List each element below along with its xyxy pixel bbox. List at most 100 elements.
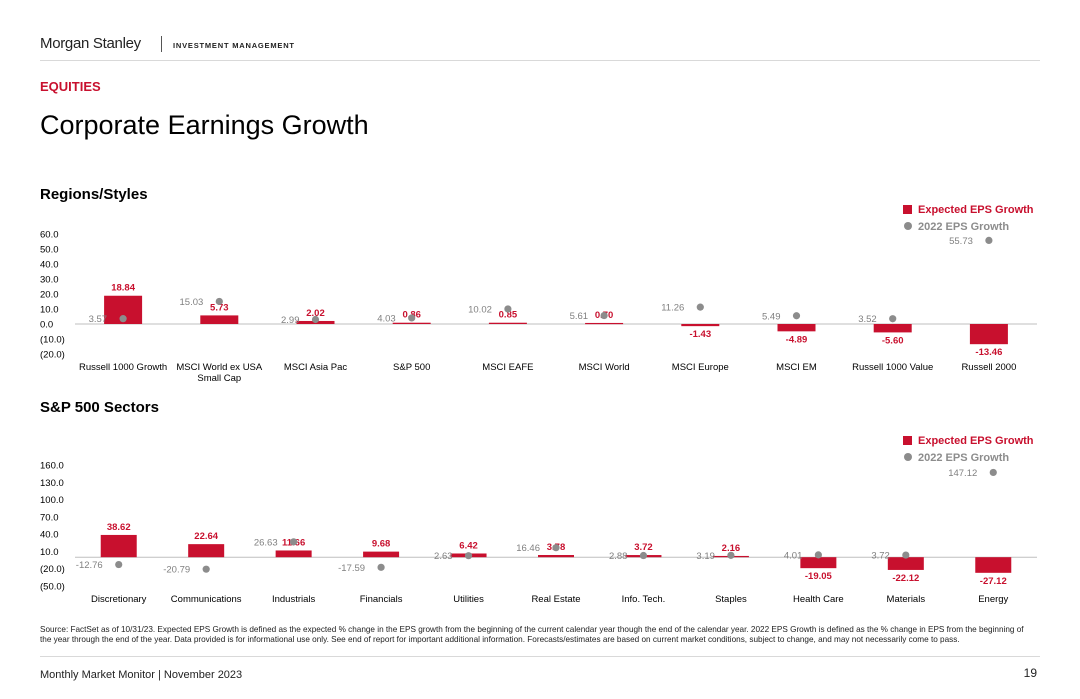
legend-label-expected: Expected EPS Growth xyxy=(918,435,1034,447)
category-label-industrials: Industrials xyxy=(272,594,316,605)
y-tick-label: 50.0 xyxy=(40,245,59,256)
bar-msci-world xyxy=(585,322,624,325)
brand-logo: Morgan Stanley xyxy=(40,35,141,52)
footer-divider xyxy=(40,656,1040,657)
dot-value-label: 11.26 xyxy=(661,303,684,314)
page-title: Corporate Earnings Growth xyxy=(40,110,369,140)
header-divider xyxy=(161,36,162,52)
dot-value-label: -12.76 xyxy=(76,560,103,571)
bar-value-label: 18.84 xyxy=(111,283,135,294)
dot-energy xyxy=(989,468,997,477)
legend-marker-2022 xyxy=(904,453,912,461)
bar-communications xyxy=(188,544,225,558)
source-footnote: Source: FactSet as of 10/31/23. Expected… xyxy=(40,625,1024,644)
y-tick-label: 130.0 xyxy=(40,478,64,489)
dot-value-label: 2.63 xyxy=(434,551,453,562)
dot-russell-2000 xyxy=(985,236,993,245)
bar-industrials xyxy=(275,550,312,558)
dot-discretionary xyxy=(115,560,123,569)
dot-s-p-500 xyxy=(408,314,416,322)
bar-value-label: -5.60 xyxy=(882,335,904,346)
category-label-energy: Energy xyxy=(978,594,1008,605)
dot-value-label: 147.12 xyxy=(948,468,977,479)
dot-value-label: 3.19 xyxy=(696,551,715,562)
dot-value-label: 26.63 xyxy=(254,537,278,548)
category-label-msci-world-ex-usa-small-cap: MSCI World ex USA xyxy=(176,362,263,373)
bar-value-label: 38.62 xyxy=(107,522,131,533)
legend-label-2022: 2022 EPS Growth xyxy=(918,452,1009,464)
category-label-msci-europe: MSCI Europe xyxy=(672,362,729,373)
legend-label-expected: Expected EPS Growth xyxy=(918,204,1034,216)
dot-msci-europe xyxy=(696,303,704,311)
bar-msci-eafe xyxy=(488,322,527,324)
bar-value-label: 0.85 xyxy=(499,310,518,321)
bar-value-label: 2.02 xyxy=(306,308,325,319)
category-label-msci-world-ex-usa-small-cap: Small Cap xyxy=(197,373,241,384)
bar-value-label: 2.16 xyxy=(722,543,741,554)
dot-health-care xyxy=(814,551,822,559)
bar-value-label: 6.42 xyxy=(459,540,478,551)
bar-value-label: 5.73 xyxy=(210,302,229,313)
dot-real-estate xyxy=(552,544,560,552)
dot-msci-world xyxy=(600,311,608,320)
dot-msci-asia-pac xyxy=(311,315,320,324)
bar-value-label: 3.72 xyxy=(634,542,653,553)
legend-label-2022: 2022 EPS Growth xyxy=(918,221,1009,233)
bar-value-label: -1.43 xyxy=(689,329,711,340)
category-label-msci-world: MSCI World xyxy=(579,362,630,373)
dot-utilities xyxy=(464,552,473,560)
page-number: 19 xyxy=(1023,666,1037,680)
dot-value-label: -20.79 xyxy=(163,565,190,576)
dot-msci-world-ex-usa-small-cap xyxy=(215,297,223,306)
dot-value-label: 5.61 xyxy=(570,311,589,322)
dot-industrials xyxy=(290,538,298,546)
category-label-health-care: Health Care xyxy=(793,594,844,605)
bar-real-estate xyxy=(538,555,574,558)
bar-s-p-500 xyxy=(392,322,431,324)
category-label-discretionary: Discretionary xyxy=(91,594,147,605)
bar-value-label: -13.46 xyxy=(975,347,1002,358)
section-tag: EQUITIES xyxy=(40,79,101,94)
dot-value-label: 55.73 xyxy=(949,236,973,247)
bar-msci-em xyxy=(777,324,816,332)
dot-value-label: 16.46 xyxy=(516,543,540,554)
y-tick-label: 160.0 xyxy=(40,461,64,472)
bar-russell-1000-value xyxy=(873,324,912,333)
bar-value-label: -19.05 xyxy=(805,571,833,582)
bar-russell-2000 xyxy=(969,324,1008,345)
chart-title-sectors: S&P 500 Sectors xyxy=(40,399,159,416)
dot-russell-1000-value xyxy=(889,315,897,323)
category-label-staples: Staples xyxy=(715,594,747,605)
chart-title-regions: Regions/Styles xyxy=(40,186,148,203)
dot-value-label: 4.01 xyxy=(784,550,803,561)
y-tick-label: 10.0 xyxy=(40,547,59,558)
dot-staples xyxy=(727,551,735,559)
y-tick-label: 70.0 xyxy=(40,512,59,523)
category-label-russell-1000-value: Russell 1000 Value xyxy=(852,362,933,373)
category-label-financials: Financials xyxy=(360,594,403,605)
dot-value-label: 2.99 xyxy=(281,315,300,326)
legend-swatch-expected xyxy=(903,436,912,445)
bar-msci-world-ex-usa-small-cap xyxy=(200,315,239,324)
category-label-info-tech: Info. Tech. xyxy=(622,594,666,605)
dot-value-label: 3.52 xyxy=(858,314,877,325)
bar-health-care xyxy=(800,557,837,569)
bar-value-label: -4.89 xyxy=(786,334,808,345)
y-tick-label: 40.0 xyxy=(40,260,59,271)
category-label-msci-eafe: MSCI EAFE xyxy=(482,362,533,373)
division-name: INVESTMENT MANAGEMENT xyxy=(173,41,295,50)
dot-info-tech xyxy=(639,551,648,560)
dot-value-label: -17.59 xyxy=(338,563,365,574)
bar-value-label: 9.68 xyxy=(372,539,391,550)
y-tick-label: (50.0) xyxy=(40,582,65,593)
dot-msci-eafe xyxy=(504,305,512,313)
category-label-msci-asia-pac: MSCI Asia Pac xyxy=(284,362,348,373)
y-tick-label: 0.0 xyxy=(40,320,53,331)
category-label-communications: Communications xyxy=(171,594,242,605)
y-tick-label: 40.0 xyxy=(40,530,59,541)
category-label-s-p-500: S&P 500 xyxy=(393,362,430,373)
bar-value-label: -22.12 xyxy=(892,573,919,584)
y-tick-label: 100.0 xyxy=(40,495,64,506)
bar-value-label: -27.12 xyxy=(980,576,1007,587)
dot-value-label: 10.02 xyxy=(468,304,492,315)
